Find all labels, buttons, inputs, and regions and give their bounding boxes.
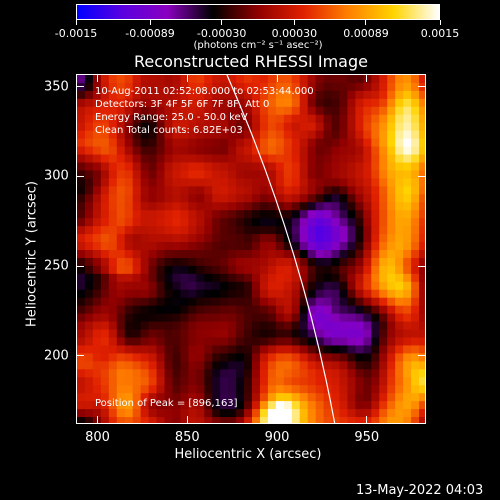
x-axis-label: Heliocentric X (arcsec): [174, 447, 322, 462]
y-tick-label: 250: [44, 258, 69, 274]
y-axis-label: Heliocentric Y (arcsec): [24, 181, 40, 327]
energy-range-text: Energy Range: 25.0 - 50.0 keV: [95, 112, 248, 123]
y-tick-right: [418, 175, 426, 177]
hxr-heatmap: [77, 75, 425, 423]
colorbar-tick: [293, 20, 295, 25]
time-range-text: 10-Aug-2011 02:52:08.000 to 02:53:44.000: [95, 86, 314, 97]
x-tick-label: 950: [354, 430, 380, 445]
y-tick-left: [76, 355, 84, 357]
timestamp: 13-May-2022 04:03: [356, 483, 484, 498]
colorbar-tick-label: 0.00089: [343, 27, 389, 40]
colorbar-tick-label: 0.0015: [420, 27, 460, 40]
heatmap-cells: [77, 75, 425, 423]
x-tick-bottom: [97, 416, 99, 424]
x-tick-top: [366, 74, 368, 82]
colorbar-tick-label: -0.00089: [125, 27, 175, 40]
y-tick-right: [418, 86, 426, 88]
y-tick-label: 350: [44, 79, 69, 95]
plot-title: Reconstructed RHESSI Image: [134, 52, 368, 71]
colorbar-tick-label: -0.0015: [54, 27, 98, 40]
y-tick-label: 300: [44, 168, 69, 184]
y-tick-right: [418, 355, 426, 357]
colorbar-units: (photons cm⁻² s⁻¹ asec⁻²): [193, 40, 323, 51]
x-tick-top: [97, 74, 99, 82]
x-tick-top: [186, 74, 188, 82]
x-tick-label: 900: [264, 430, 290, 445]
peak-position-text: Position of Peak = [896,163]: [95, 398, 238, 409]
detectors-text: Detectors: 3F 4F 5F 6F 7F 8F, Att 0: [95, 99, 270, 110]
image-plot: [76, 74, 426, 424]
x-tick-label: 800: [85, 430, 110, 445]
x-tick-bottom: [186, 416, 188, 424]
colorbar: [76, 4, 440, 20]
y-tick-right: [418, 265, 426, 267]
x-tick-bottom: [366, 416, 368, 424]
colorbar-tick: [149, 20, 151, 25]
colorbar-tick-label: 0.00030: [271, 27, 318, 40]
y-tick-label: 200: [44, 348, 69, 364]
y-tick-left: [76, 175, 84, 177]
clean-counts-text: Clean Total counts: 6.82E+03: [95, 125, 243, 136]
colorbar-tick: [221, 20, 223, 25]
y-tick-left: [76, 86, 84, 88]
x-tick-bottom: [276, 416, 278, 424]
solar-limb-line: [226, 75, 336, 423]
colorbar-tick: [439, 20, 441, 25]
colorbar-tick-label: -0.00030: [196, 27, 247, 40]
x-tick-label: 850: [174, 430, 200, 445]
colorbar-tick: [365, 20, 367, 25]
y-tick-left: [76, 265, 84, 267]
colorbar-tick: [75, 20, 77, 25]
x-tick-top: [276, 74, 278, 82]
